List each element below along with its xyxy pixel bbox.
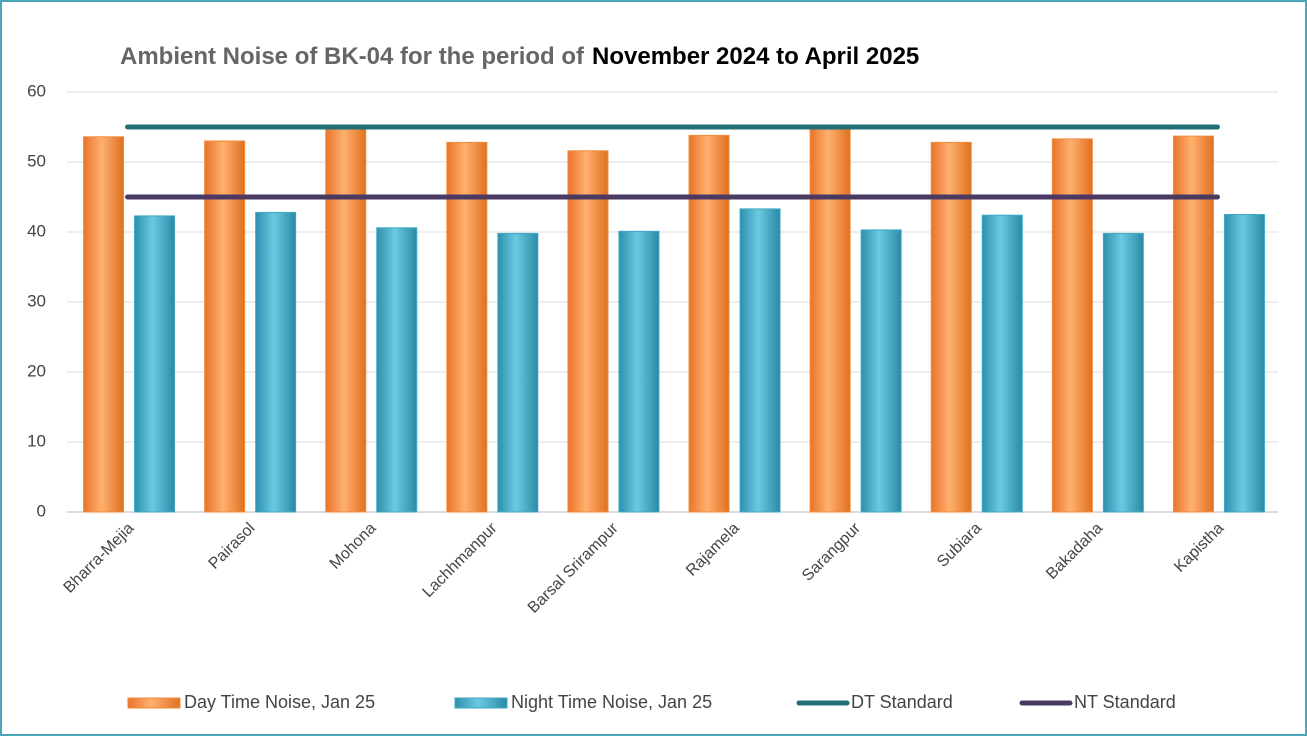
bar xyxy=(688,134,730,513)
legend-label: Night Time Noise, Jan 25 xyxy=(511,692,712,712)
bar xyxy=(930,141,972,513)
bar xyxy=(376,227,418,513)
bar xyxy=(497,232,539,513)
title-part: Ambient Noise of BK-04 for the period of xyxy=(120,43,585,70)
y-tick-label: 20 xyxy=(27,361,46,380)
bar xyxy=(1172,135,1214,513)
y-tick-label: 40 xyxy=(27,221,46,240)
bar xyxy=(1223,214,1265,513)
title-part: November 2024 to April 2025 xyxy=(592,43,919,70)
bar xyxy=(981,214,1023,513)
y-tick-label: 10 xyxy=(27,431,46,450)
bar xyxy=(255,211,297,513)
bar xyxy=(567,150,609,513)
legend-swatch xyxy=(127,697,181,709)
bar xyxy=(618,230,660,513)
bar xyxy=(325,127,367,513)
legend-label: NT Standard xyxy=(1074,692,1176,712)
y-tick-label: 0 xyxy=(37,501,46,520)
bar xyxy=(204,140,246,513)
bar xyxy=(83,136,125,513)
bar xyxy=(1051,138,1093,513)
legend-label: DT Standard xyxy=(851,692,953,712)
bar xyxy=(134,215,176,513)
bar xyxy=(809,127,851,513)
bar xyxy=(446,141,488,513)
y-tick-label: 30 xyxy=(27,291,46,310)
legend-label: Day Time Noise, Jan 25 xyxy=(184,692,375,712)
chart-title: Ambient Noise of BK-04 for the period of… xyxy=(120,43,919,70)
y-tick-label: 50 xyxy=(27,151,46,170)
bar xyxy=(739,208,781,513)
y-tick-label: 60 xyxy=(27,81,46,100)
legend-swatch xyxy=(454,697,508,709)
bar xyxy=(1102,232,1144,513)
bar xyxy=(860,229,902,513)
